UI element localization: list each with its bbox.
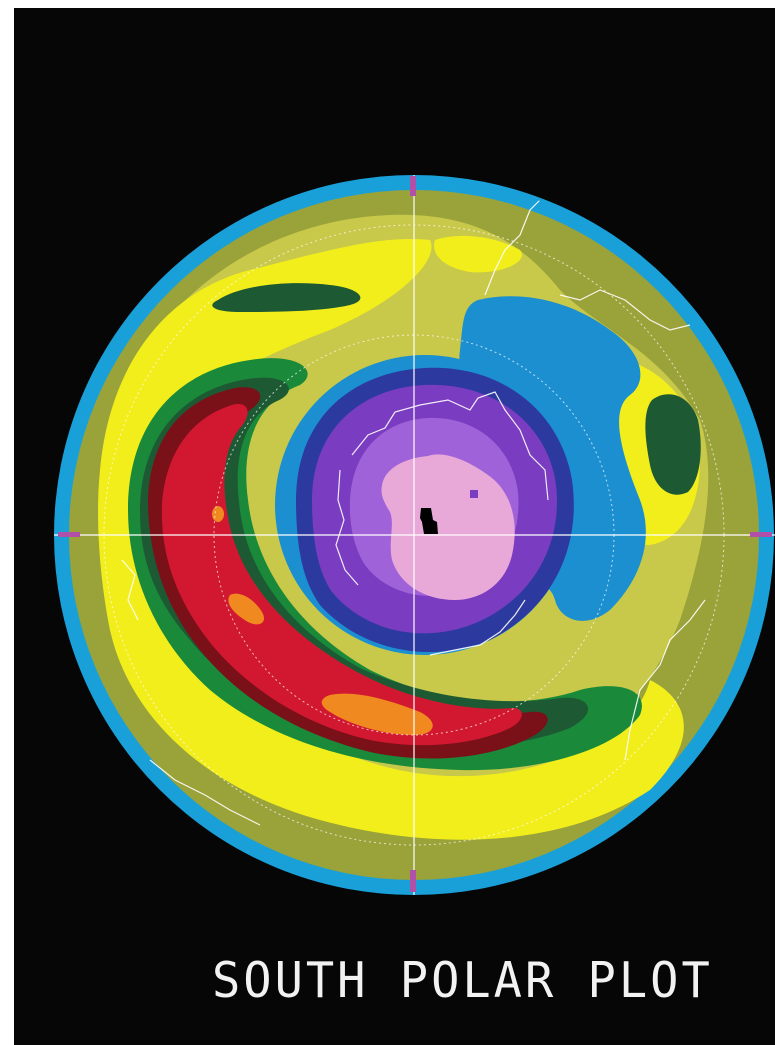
orange-spot <box>228 593 265 625</box>
red-region <box>161 404 522 746</box>
tick-bottom <box>410 870 416 892</box>
tick-top <box>410 176 416 196</box>
purple-dot <box>470 490 478 498</box>
orange-spot-small <box>212 506 224 522</box>
dark-green-blob-top <box>212 283 361 312</box>
dark-green-blob-right <box>645 394 701 495</box>
plot-title: SOUTH POLAR PLOT <box>212 952 713 1010</box>
pink-core <box>381 454 515 600</box>
yellow-patch-top <box>434 235 522 273</box>
tick-right <box>750 532 772 537</box>
tick-left <box>58 532 80 537</box>
orange-band <box>321 693 433 735</box>
pole-marker <box>420 508 438 534</box>
coastlines <box>121 194 706 826</box>
